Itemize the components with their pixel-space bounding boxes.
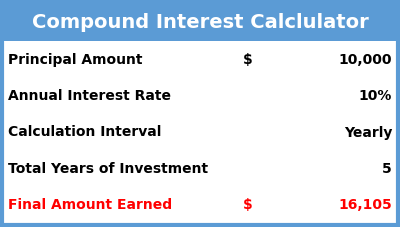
Text: Annual Interest Rate: Annual Interest Rate — [8, 89, 171, 103]
Bar — [2, 2, 398, 42]
Text: $: $ — [243, 197, 253, 211]
Text: Compound Interest Calclulator: Compound Interest Calclulator — [32, 12, 368, 31]
Text: 10,000: 10,000 — [338, 53, 392, 67]
Text: $: $ — [243, 53, 253, 67]
Text: Yearly: Yearly — [344, 125, 392, 139]
Text: 10%: 10% — [359, 89, 392, 103]
Text: Final Amount Earned: Final Amount Earned — [8, 197, 172, 211]
Text: Total Years of Investment: Total Years of Investment — [8, 161, 208, 175]
Text: Principal Amount: Principal Amount — [8, 53, 142, 67]
Text: 16,105: 16,105 — [338, 197, 392, 211]
Text: Calculation Interval: Calculation Interval — [8, 125, 161, 139]
Text: 5: 5 — [382, 161, 392, 175]
